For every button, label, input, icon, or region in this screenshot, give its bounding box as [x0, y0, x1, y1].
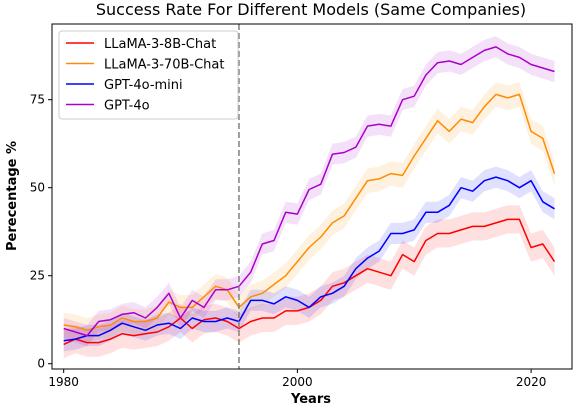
y-tick-label: 50 — [30, 181, 45, 195]
x-axis-label: Years — [290, 392, 331, 407]
x-axis-ticks: 1980 2000 2020 — [48, 369, 546, 389]
legend-label: GPT-4o-mini — [104, 78, 183, 93]
x-tick-label: 2000 — [282, 375, 313, 389]
x-tick-label: 1980 — [48, 375, 79, 389]
line-series-1 — [63, 93, 556, 332]
line-series-3 — [63, 46, 555, 337]
legend-label: LLaMA-3-8B-Chat — [104, 37, 216, 52]
legend-label: LLaMA-3-70B-Chat — [104, 58, 224, 73]
band-series-1 — [63, 82, 555, 343]
plot-frame — [51, 23, 573, 370]
y-tick-label: 75 — [30, 93, 45, 107]
x-tick-label: 2020 — [516, 375, 547, 389]
series-lines — [63, 46, 556, 346]
y-tick-label: 0 — [37, 357, 45, 371]
y-tick-label: 25 — [30, 269, 45, 283]
legend-label: GPT-4o — [104, 99, 150, 114]
y-axis-label: Perecentage % — [5, 141, 20, 251]
band-series-0 — [63, 205, 555, 359]
legend: LLaMA-3-8B-Chat LLaMA-3-70B-Chat GPT-4o-mi… — [58, 30, 239, 120]
line-series-2 — [63, 176, 555, 342]
chart-title: Success Rate For Different Models (Same … — [96, 0, 526, 19]
y-axis-ticks: 0 25 50 75 — [30, 93, 52, 371]
legend-box — [58, 30, 239, 120]
